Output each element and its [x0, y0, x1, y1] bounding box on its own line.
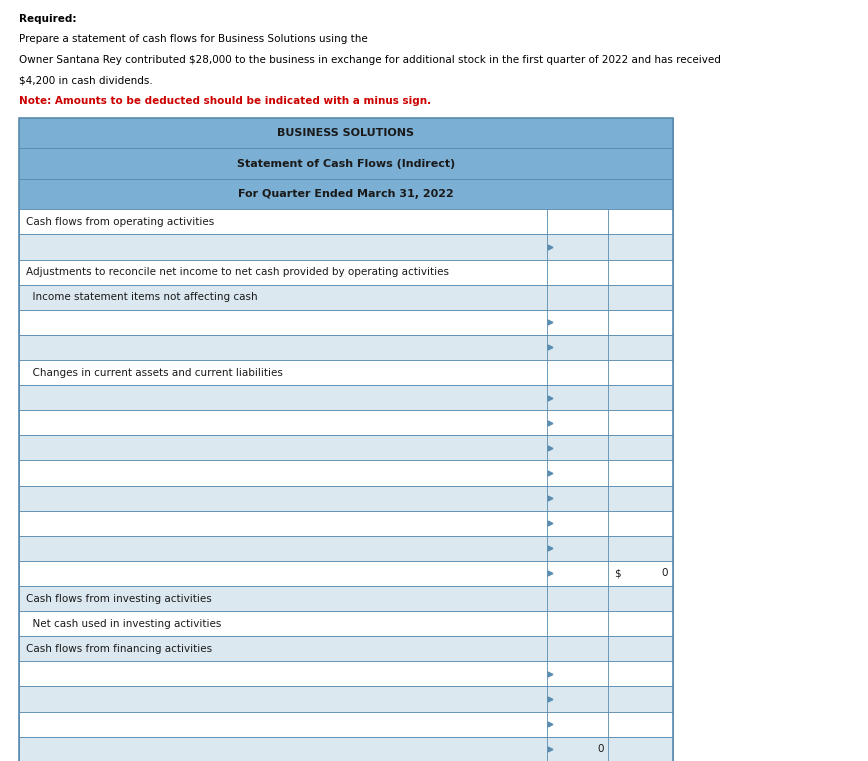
- Text: $: $: [615, 568, 621, 578]
- Text: Cash flows from operating activities: Cash flows from operating activities: [26, 217, 214, 227]
- Text: 0: 0: [598, 744, 604, 754]
- Text: Prepare a statement of cash flows for Business Solutions using the: Prepare a statement of cash flows for Bu…: [19, 34, 372, 44]
- Bar: [19, 118, 673, 761]
- Bar: [19, 737, 673, 761]
- Text: Note: Amounts to be deducted should be indicated with a minus sign.: Note: Amounts to be deducted should be i…: [19, 96, 431, 106]
- Bar: [19, 385, 673, 410]
- Bar: [19, 118, 673, 148]
- Text: Adjustments to reconcile net income to net cash provided by operating activities: Adjustments to reconcile net income to n…: [26, 267, 449, 277]
- Bar: [19, 460, 673, 486]
- Bar: [19, 486, 673, 511]
- Bar: [19, 209, 673, 234]
- Bar: [19, 536, 673, 561]
- Bar: [19, 586, 673, 611]
- Bar: [19, 611, 673, 636]
- Bar: [19, 148, 673, 179]
- Text: For Quarter Ended March 31, 2022: For Quarter Ended March 31, 2022: [238, 189, 454, 199]
- Text: Cash flows from financing activities: Cash flows from financing activities: [26, 644, 212, 654]
- Bar: [19, 712, 673, 737]
- Text: $4,200 in cash dividends.: $4,200 in cash dividends.: [19, 75, 153, 85]
- Bar: [19, 310, 673, 335]
- Bar: [19, 661, 673, 686]
- Text: Net cash used in investing activities: Net cash used in investing activities: [26, 619, 221, 629]
- Text: Statement of Cash Flows (Indirect): Statement of Cash Flows (Indirect): [237, 158, 455, 169]
- Bar: [19, 410, 673, 435]
- Bar: [19, 561, 673, 586]
- Bar: [19, 260, 673, 285]
- Text: 0: 0: [662, 568, 668, 578]
- Bar: [19, 234, 673, 260]
- Text: Owner Santana Rey contributed $28,000 to the business in exchange for additional: Owner Santana Rey contributed $28,000 to…: [19, 55, 721, 65]
- Bar: [19, 179, 673, 209]
- Text: Required:: Required:: [19, 14, 76, 24]
- Text: Income statement items not affecting cash: Income statement items not affecting cas…: [26, 292, 258, 302]
- Bar: [19, 686, 673, 712]
- Bar: [19, 636, 673, 661]
- Text: Cash flows from investing activities: Cash flows from investing activities: [26, 594, 212, 603]
- Bar: [19, 435, 673, 460]
- Bar: [19, 360, 673, 385]
- Bar: [19, 335, 673, 360]
- Text: BUSINESS SOLUTIONS: BUSINESS SOLUTIONS: [278, 128, 414, 139]
- Bar: [19, 285, 673, 310]
- Bar: [19, 511, 673, 536]
- Text: Changes in current assets and current liabilities: Changes in current assets and current li…: [26, 368, 283, 377]
